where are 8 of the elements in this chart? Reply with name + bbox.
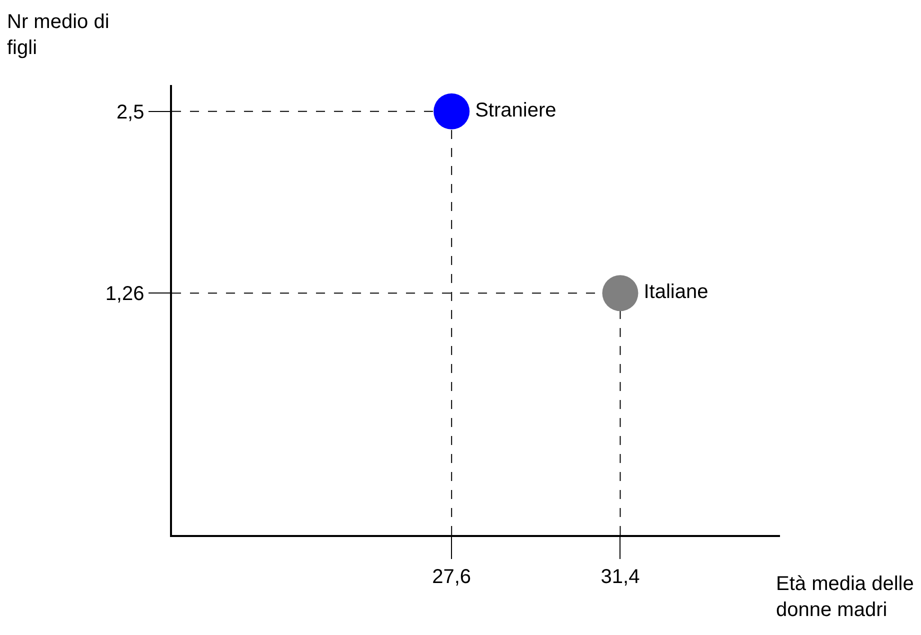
y-tick-label: 1,26 [105, 283, 144, 306]
x-tick-label: 27,6 [432, 566, 472, 588]
series-label: Straniere [475, 99, 556, 122]
series-label: Italiane [644, 281, 708, 304]
y-axis-title: Nr medio di figli [7, 11, 110, 59]
x-axis-title: Età media delle donne madri [776, 573, 914, 621]
y-tick-label: 2,5 [116, 101, 144, 124]
x-tick-label: 31,4 [600, 566, 640, 588]
